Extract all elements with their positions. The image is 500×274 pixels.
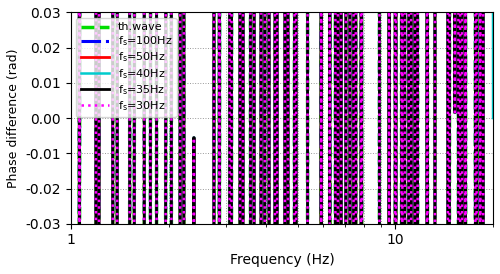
X-axis label: Frequency (Hz): Frequency (Hz) — [230, 253, 334, 267]
Line: $\mathregular{f_s}$=40Hz: $\mathregular{f_s}$=40Hz — [71, 0, 493, 274]
Line: $\mathregular{f_s}$=35Hz: $\mathregular{f_s}$=35Hz — [71, 0, 493, 274]
Line: $\mathregular{f_s}$=100Hz: $\mathregular{f_s}$=100Hz — [71, 0, 493, 274]
Line: $\mathregular{f_s}$=30Hz: $\mathregular{f_s}$=30Hz — [71, 0, 493, 274]
Legend: th.wave, $\mathregular{f_s}$=100Hz, $\mathregular{f_s}$=50Hz, $\mathregular{f_s}: th.wave, $\mathregular{f_s}$=100Hz, $\ma… — [76, 18, 176, 117]
$\mathregular{f_s}$=40Hz — [490, 116, 496, 120]
Line: th.wave: th.wave — [71, 0, 493, 274]
Line: $\mathregular{f_s}$=50Hz: $\mathregular{f_s}$=50Hz — [71, 0, 493, 274]
Y-axis label: Phase difference (rad): Phase difference (rad) — [7, 48, 20, 188]
